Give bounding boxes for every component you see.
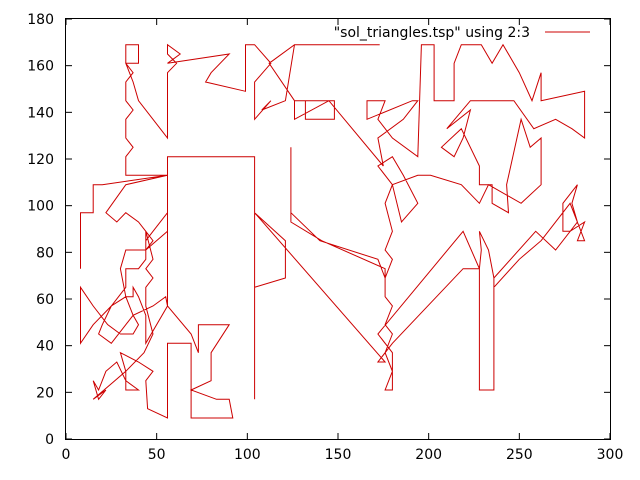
x-tick-label: 50 (148, 447, 166, 463)
y-tick-label: 60 (36, 292, 54, 308)
legend: "sol_triangles.tsp" using 2:3 (334, 25, 590, 41)
x-axis-ticks: 0 50 100 150 200 250 300 (62, 19, 624, 463)
x-tick-label: 250 (506, 447, 533, 463)
y-tick-label: 140 (27, 105, 54, 121)
y-tick-label: 0 (45, 432, 54, 448)
y-tick-label: 40 (36, 339, 54, 355)
legend-label: "sol_triangles.tsp" using 2:3 (334, 25, 530, 41)
x-tick-label: 0 (62, 447, 71, 463)
x-tick-label: 200 (415, 447, 442, 463)
x-tick-label: 150 (325, 447, 352, 463)
x-tick-label: 100 (234, 447, 261, 463)
plot-frame (65, 18, 611, 440)
y-tick-label: 180 (27, 12, 54, 28)
tour-line-series (80, 43, 586, 419)
y-tick-label: 80 (36, 245, 54, 261)
y-axis-ticks: 0 20 40 60 80 100 120 140 160 180 (27, 12, 610, 448)
y-tick-label: 120 (27, 152, 54, 168)
y-tick-label: 100 (27, 199, 54, 215)
y-tick-label: 160 (27, 59, 54, 75)
series-layer (80, 43, 586, 419)
x-tick-label: 300 (597, 447, 624, 463)
y-tick-label: 20 (36, 385, 54, 401)
